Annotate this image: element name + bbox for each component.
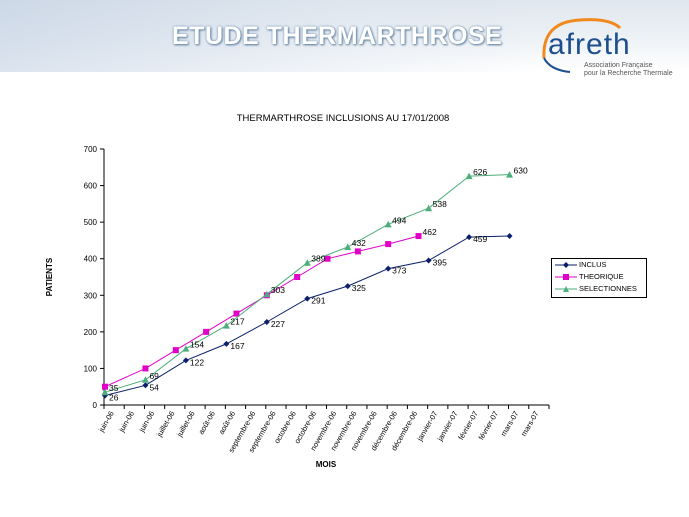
x-tick-label: mars-07	[499, 410, 521, 438]
y-tick-label: 700	[84, 145, 98, 154]
data-point	[233, 310, 240, 317]
data-label: 167	[230, 341, 244, 351]
data-point	[303, 259, 311, 266]
chart-legend: INCLUS THEORIQUE SELECTIONNES	[551, 258, 647, 298]
data-point	[141, 376, 149, 383]
data-point	[425, 204, 433, 212]
data-point	[385, 241, 392, 248]
x-tick-label: juin-06	[117, 410, 137, 435]
data-label: 462	[423, 227, 437, 237]
legend-item-theorique: THEORIQUE	[552, 271, 646, 283]
logo-subtitle-line-2: pour la Recherche Thermale	[584, 70, 673, 77]
afreth-logo: afreth Association Française pour la Rec…	[540, 18, 680, 78]
data-point	[263, 318, 270, 325]
data-label: 154	[190, 340, 204, 350]
y-tick-label: 0	[93, 401, 98, 410]
data-label: 459	[473, 234, 487, 244]
legend-square-icon	[555, 274, 577, 280]
data-point	[425, 257, 432, 264]
data-point	[354, 248, 361, 255]
data-label: 26	[109, 392, 119, 402]
data-point	[172, 347, 179, 354]
logo-subtitle-line-1: Association Française	[584, 62, 653, 69]
data-label: 389	[311, 254, 325, 264]
data-point	[344, 243, 352, 251]
y-tick-label: 300	[84, 291, 98, 300]
data-label: 303	[271, 285, 285, 295]
data-point	[466, 234, 473, 241]
data-point	[506, 233, 513, 240]
y-tick-label: 600	[84, 182, 98, 191]
data-point	[223, 340, 230, 347]
x-tick-label: août-06	[196, 410, 217, 437]
y-axis-label: PATIENTS	[45, 257, 54, 296]
legend-item-inclus: INCLUS	[552, 259, 646, 271]
data-label: 494	[392, 215, 406, 225]
series-theorique: 462	[102, 227, 437, 390]
logo-subtitle: Association Française pour la Recherche …	[584, 62, 684, 78]
series-line	[104, 174, 510, 393]
header-banner-decoration	[0, 0, 689, 72]
data-label: 325	[352, 283, 366, 293]
data-point	[294, 274, 301, 280]
x-tick-label: août-06	[217, 410, 238, 437]
data-point	[344, 283, 351, 290]
data-label: 395	[433, 258, 447, 268]
chart-title: THERMARTHROSE INCLUSIONS AU 17/01/2008	[237, 113, 450, 124]
data-label: 538	[433, 199, 447, 209]
data-label: 35	[109, 383, 119, 393]
x-tick-label: juillet-06	[154, 410, 176, 440]
data-point	[102, 383, 108, 390]
y-tick-label: 100	[84, 364, 98, 373]
data-point	[304, 295, 311, 302]
data-point	[385, 265, 392, 272]
data-label: 69	[149, 371, 159, 381]
data-label: 630	[514, 166, 528, 176]
x-tick-label: juin-06	[96, 410, 116, 435]
data-point	[384, 220, 392, 228]
data-point	[415, 233, 422, 240]
banner-title: ETUDE THERMARTHROSE	[172, 22, 503, 50]
data-label: 122	[190, 357, 204, 367]
data-point	[182, 345, 190, 352]
data-point	[142, 365, 149, 372]
data-label: 54	[149, 382, 159, 392]
series-inclus: 26 54 122 167 227 291 325 373 395 459	[102, 233, 513, 402]
series-selectionnes: 35 69 154 217 303 389 432 494 538 626 630	[101, 166, 528, 396]
data-point	[465, 172, 473, 180]
data-label: 227	[271, 319, 285, 329]
legend-label: INCLUS	[579, 260, 607, 269]
y-tick-label: 200	[84, 328, 98, 337]
data-label: 373	[392, 266, 406, 276]
data-point	[182, 357, 189, 364]
data-point	[324, 255, 331, 262]
data-point	[101, 388, 109, 396]
series-layer: 26 54 122 167 227 291 325 373 395 459 462 35 69 154 21…	[101, 166, 528, 402]
series-line	[104, 235, 419, 388]
x-tick-label: juillet-06	[174, 410, 196, 440]
data-point	[203, 328, 210, 335]
x-tick-label: février-07	[477, 410, 501, 442]
legend-label: SELECTIONNES	[579, 284, 637, 293]
legend-label: THEORIQUE	[579, 272, 624, 281]
data-point	[263, 290, 271, 298]
logo-arc-icon	[542, 18, 622, 73]
y-tick-label: 400	[84, 255, 98, 264]
data-point	[142, 382, 149, 389]
data-point	[506, 171, 514, 178]
data-point	[222, 322, 230, 329]
data-label: 432	[352, 238, 366, 248]
data-label: 217	[230, 317, 244, 327]
logo-word: afreth	[548, 28, 631, 61]
legend-triangle-icon	[555, 286, 577, 292]
x-axis-label: MOIS	[316, 460, 337, 469]
data-label: 626	[473, 167, 487, 177]
legend-item-selectionnes: SELECTIONNES	[552, 283, 646, 295]
legend-diamond-icon	[555, 262, 577, 268]
x-tick-label: mars-07	[519, 410, 541, 438]
y-tick-label: 500	[84, 218, 98, 227]
data-label: 291	[311, 296, 325, 306]
x-tick-label: juin-06	[137, 410, 157, 435]
